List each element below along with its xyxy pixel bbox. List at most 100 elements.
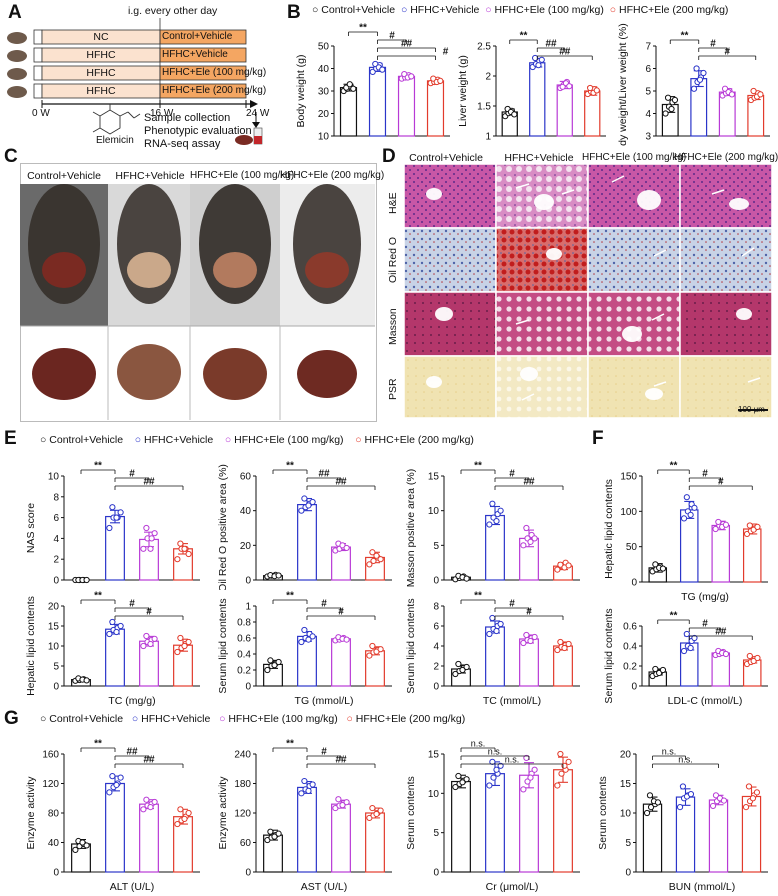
- data-point: [305, 502, 312, 509]
- y-tick-label: 0.6: [623, 622, 637, 633]
- y-tick-label: 10: [620, 809, 632, 820]
- y-tick-label: 20: [620, 750, 632, 761]
- data-point: [720, 797, 728, 804]
- data-point: [271, 833, 278, 840]
- x-axis-label: TC (mmol/L): [483, 695, 541, 707]
- timeline-16w: 16 W: [150, 108, 174, 119]
- liver-photo-control: [32, 348, 96, 400]
- legend-ele100: HFHC+Ele (100 mg/kg): [234, 434, 344, 446]
- data-point: [437, 77, 444, 84]
- data-point: [647, 804, 655, 811]
- data-point: [177, 540, 184, 547]
- data-point: [531, 766, 538, 773]
- data-point: [523, 631, 530, 639]
- y-tick-label: 0: [433, 576, 439, 587]
- panel-letter-d: D: [382, 146, 396, 167]
- bar-2: [519, 638, 539, 687]
- data-point: [511, 111, 518, 118]
- data-point: [106, 524, 113, 532]
- y-tick-label: 240: [234, 750, 251, 761]
- y-axis-label: Serum contents: [597, 776, 609, 850]
- data-point: [659, 666, 667, 674]
- y-tick-label: 0: [631, 682, 637, 693]
- y-tick-label: 4: [645, 109, 651, 120]
- y-tick-label: 20: [240, 541, 252, 552]
- legend-ele200: HFHC+Ele (200 mg/kg): [355, 713, 466, 725]
- legend-hfhc: HFHC+Vehicle: [144, 434, 214, 446]
- data-point: [680, 515, 688, 522]
- data-point: [664, 94, 672, 101]
- data-point: [335, 796, 342, 803]
- y-tick-label: 0: [245, 576, 251, 587]
- data-point: [531, 535, 538, 542]
- chart-serum-tc: 0 2 4 6 8 Serum lipid contents TC (mmol/L) ** # #: [405, 591, 580, 707]
- y-tick-label: 30: [318, 87, 330, 98]
- x-axis-label: TG (mg/g): [681, 591, 729, 603]
- x-axis-label: Cr (μmol/L): [486, 881, 539, 893]
- data-point: [369, 642, 376, 650]
- data-point: [497, 762, 504, 769]
- d-col-2: HFHC+Ele (100 mg/kg): [582, 152, 687, 163]
- data-point: [662, 110, 669, 117]
- group-a-left-3: HFHC: [86, 85, 116, 97]
- bar-1: [297, 786, 317, 873]
- data-point: [754, 654, 761, 662]
- sig-label: **: [94, 461, 102, 472]
- legend-control: Control+Vehicle: [49, 713, 124, 725]
- legend-hfhc: HFHC+Vehicle: [141, 713, 211, 725]
- data-point: [587, 84, 594, 92]
- y-tick-label: 5: [433, 828, 439, 839]
- data-point: [532, 54, 539, 62]
- data-point: [346, 81, 353, 88]
- data-point: [301, 495, 308, 502]
- data-point: [143, 524, 150, 532]
- y-tick-label: 15: [428, 750, 440, 761]
- data-point: [83, 842, 90, 849]
- dosing-note: i.g. every other day: [128, 5, 218, 17]
- y-tick-label: 10: [48, 642, 60, 653]
- data-point: [151, 635, 158, 642]
- step-rnaseq: RNA-seq assay: [144, 138, 221, 150]
- y-tick-label: 0: [53, 868, 59, 879]
- group-a-left-0: NC: [93, 31, 109, 43]
- data-point: [520, 542, 527, 549]
- y-tick-label: 180: [234, 779, 251, 790]
- y-axis-label: Enzyme activity: [25, 776, 37, 850]
- sig-label: **: [94, 739, 102, 750]
- sig-label: #: [129, 599, 135, 610]
- data-point: [106, 789, 113, 796]
- data-point: [520, 639, 527, 647]
- data-point: [79, 839, 86, 846]
- data-point: [185, 550, 192, 558]
- y-tick-label: 0: [245, 682, 251, 693]
- sig-label: #: [724, 47, 730, 58]
- y-tick-label: 0: [625, 868, 631, 879]
- legend-ele200: HFHC+Ele (200 mg/kg): [619, 4, 729, 16]
- y-tick-label: 0: [433, 682, 439, 693]
- y-tick-label: 1: [245, 602, 251, 613]
- data-point: [275, 572, 282, 579]
- data-point: [490, 774, 497, 781]
- data-point: [301, 777, 308, 785]
- y-axis-label: Body weight/Liver weight (%): [617, 23, 629, 146]
- y-tick-label: 0.4: [237, 650, 251, 661]
- data-point: [497, 620, 504, 628]
- data-point: [659, 565, 667, 572]
- bar-2: [711, 524, 731, 583]
- data-point: [271, 662, 278, 669]
- panel-letter-g: G: [4, 708, 19, 729]
- bar-2: [331, 638, 351, 687]
- sig-label: #: [389, 31, 395, 42]
- step-phenotype: Phenotypic evaluation: [144, 125, 252, 137]
- data-point: [174, 648, 181, 656]
- panel-letter-a: A: [8, 2, 22, 23]
- y-tick-label: 0: [53, 682, 59, 693]
- y-tick-label: 0: [433, 868, 439, 879]
- data-point: [489, 614, 496, 622]
- bar-1: [105, 628, 125, 687]
- data-point: [746, 522, 753, 529]
- chart-serum-tg: 0 0.2 0.4 0.6 0.8 1 Serum lipid contents TG (mm…: [217, 591, 392, 707]
- data-point: [696, 76, 704, 83]
